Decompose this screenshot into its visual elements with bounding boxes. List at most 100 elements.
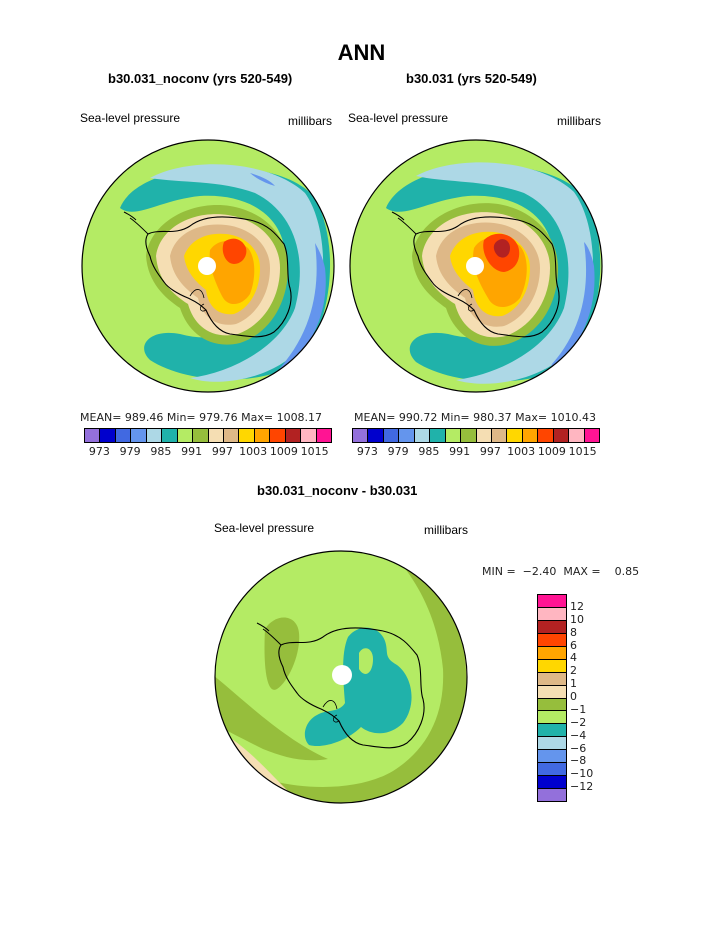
diff-fill-neg2 [215, 551, 444, 787]
map-fill-982 [250, 173, 275, 186]
colorbar-tick-label: −8 [570, 754, 587, 768]
colorbar-tick-label: −1 [570, 702, 587, 716]
colorbar-tick-label: −2 [570, 715, 587, 729]
map-border [349, 139, 603, 393]
colorbar-swatch [538, 659, 566, 673]
colorbar-swatch [270, 429, 286, 442]
colorbar-swatch [584, 429, 599, 442]
colorbar-swatch [445, 429, 462, 442]
colorbar-swatch [131, 429, 147, 442]
colorbar-swatch [115, 429, 132, 442]
diff-fill-neg2-hole [359, 648, 373, 674]
colorbar-swatch [146, 429, 163, 442]
colorbar-swatch [538, 724, 566, 738]
left-panel-title: b30.031_noconv (yrs 520-549) [108, 71, 293, 86]
colorbar-tick-label: 1009 [537, 445, 566, 458]
left-variable-label: Sea-level pressure [80, 111, 181, 125]
colorbar-tick-label: 997 [479, 445, 501, 458]
colorbar-swatch [316, 429, 331, 442]
colorbar-tick-label: 973 [356, 445, 378, 458]
colorbar-tick-label: 8 [570, 625, 577, 639]
colorbar-tick-label: 2 [570, 664, 577, 678]
colorbar-tick-label: 973 [88, 445, 110, 458]
colorbar-swatch [353, 429, 369, 442]
colorbar-tick-label: 979 [387, 445, 409, 458]
colorbar-tick-label: 1003 [239, 445, 268, 458]
colorbar-tick-label: −6 [570, 741, 587, 755]
right-units-label: millibars [557, 114, 602, 128]
left-units-label: millibars [288, 114, 333, 128]
map-border [214, 550, 468, 804]
colorbar-swatch [368, 429, 384, 442]
colorbar-swatch [177, 429, 194, 442]
left-polar-map [81, 139, 335, 393]
colorbar-swatch [476, 429, 492, 442]
colorbar-swatch [414, 429, 431, 442]
colorbar-tick-label: 1009 [269, 445, 298, 458]
colorbar-tick-label: 0 [570, 690, 577, 703]
colorbar-swatch [538, 646, 566, 660]
colorbar-swatch [254, 429, 271, 442]
colorbar-tick-label: 1015 [568, 445, 597, 458]
colorbar-swatch [522, 429, 539, 442]
difference-colorbar [537, 594, 567, 802]
colorbar-tick-label: 979 [119, 445, 141, 458]
colorbar-swatch [569, 429, 585, 442]
antarctica-coastline [145, 216, 292, 338]
diff-fill-neg1-band-sw [215, 675, 328, 761]
colorbar-tick-label: 10 [570, 612, 584, 626]
colorbar-swatch [538, 698, 566, 712]
colorbar-tick-label: 12 [570, 599, 584, 613]
colorbar-tick-label: 985 [418, 445, 440, 458]
colorbar-tick-label: 1 [570, 677, 577, 691]
colorbar-swatch [491, 429, 508, 442]
difference-variable-label: Sea-level pressure [214, 521, 315, 535]
map-border [81, 139, 335, 393]
right-panel-title: b30.031 (yrs 520-549) [406, 71, 537, 86]
colorbar-swatch [162, 429, 178, 442]
colorbar-swatch [538, 737, 566, 751]
antarctic-peninsula [391, 211, 417, 235]
map-fill-988 [120, 167, 331, 380]
colorbar-swatch [538, 595, 566, 608]
colorbar-swatch [538, 633, 566, 647]
colorbar-swatch [461, 429, 477, 442]
colorbar-swatch [538, 763, 566, 777]
antarctica-coastline [278, 627, 425, 749]
right-stats: MEAN= 990.72 Min= 980.37 Max= 1010.43 [354, 411, 597, 424]
colorbar-tick-label: 1015 [300, 445, 329, 458]
colorbar-tick-label: 1003 [507, 445, 536, 458]
antarctic-peninsula [123, 211, 149, 235]
colorbar-swatch [239, 429, 255, 442]
map-fill-1012 [493, 239, 510, 258]
colorbar-swatch [430, 429, 446, 442]
colorbar-swatch [538, 711, 566, 725]
colorbar-swatch [538, 776, 566, 790]
colorbar-swatch [507, 429, 523, 442]
colorbar-swatch [553, 429, 570, 442]
map-fill-1009 [222, 238, 247, 264]
left-colorbar [84, 428, 332, 443]
difference-polar-map [214, 550, 468, 804]
colorbar-swatch [285, 429, 302, 442]
colorbar-tick-label: 997 [211, 445, 233, 458]
page-title: ANN [337, 40, 386, 65]
colorbar-swatch [538, 607, 566, 621]
difference-minmax: MIN = −2.40 MAX = 0.85 [482, 565, 640, 578]
diff-fill-neg1-patch [264, 617, 300, 690]
colorbar-tick-label: −12 [570, 780, 594, 794]
colorbar-tick-label: 985 [150, 445, 172, 458]
colorbar-swatch [538, 672, 566, 686]
colorbar-swatch [223, 429, 240, 442]
right-variable-label: Sea-level pressure [348, 111, 449, 125]
colorbar-swatch [100, 429, 116, 442]
antarctic-peninsula [256, 622, 282, 646]
antarctica-coastline [413, 216, 560, 338]
right-polar-map [349, 139, 603, 393]
colorbar-tick-label: 991 [449, 445, 471, 458]
colorbar-tick-label: 6 [570, 638, 577, 652]
south-pole-mask [332, 665, 352, 685]
left-stats: MEAN= 989.46 Min= 979.76 Max= 1008.17 [80, 411, 323, 424]
right-colorbar [352, 428, 600, 443]
ice-shelf-outline [189, 289, 207, 312]
